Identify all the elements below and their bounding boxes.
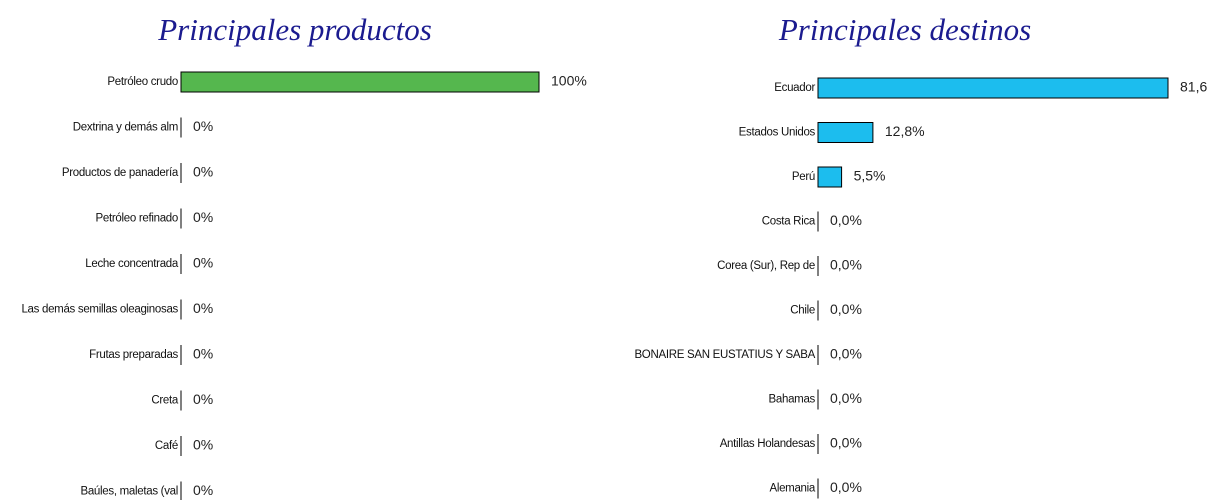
- value-label: 0%: [193, 209, 213, 225]
- category-label: Ecuador: [774, 82, 815, 94]
- category-label: Petróleo crudo: [107, 76, 178, 88]
- category-label: Leche concentrada: [85, 258, 179, 270]
- value-label: 0,0%: [830, 301, 862, 317]
- category-label: Perú: [792, 171, 815, 183]
- value-label: 5,5%: [854, 168, 886, 184]
- value-label: 0,0%: [830, 346, 862, 362]
- value-label: 0%: [193, 437, 213, 453]
- category-label: Corea (Sur), Rep de: [717, 260, 815, 272]
- category-label: Antillas Holandesas: [720, 438, 816, 450]
- category-label: Bahamas: [769, 394, 816, 406]
- value-label: 0,0%: [830, 390, 862, 406]
- category-label: Café: [155, 440, 178, 452]
- value-label: 0,0%: [830, 479, 862, 495]
- category-label: Las demás semillas oleaginosas: [21, 304, 178, 316]
- category-label: BONAIRE SAN EUSTATIUS Y SABA: [634, 349, 815, 361]
- value-label: 0,0%: [830, 212, 862, 228]
- chart-title: Principales productos: [157, 12, 432, 47]
- category-label: Chile: [790, 305, 815, 317]
- value-label: 0%: [193, 346, 213, 362]
- bar: [817, 166, 843, 188]
- category-label: Creta: [151, 395, 179, 407]
- category-label: Baúles, maletas (val: [80, 486, 178, 498]
- category-label: Dextrina y demás alm: [73, 122, 178, 134]
- value-label: 0%: [193, 300, 213, 316]
- bar: [180, 71, 540, 93]
- value-label: 12,8%: [885, 123, 925, 139]
- category-label: Alemania: [769, 483, 815, 495]
- category-label: Productos de panadería: [62, 167, 179, 179]
- value-label: 0%: [193, 118, 213, 134]
- category-label: Costa Rica: [762, 216, 816, 228]
- value-label: 0%: [193, 391, 213, 407]
- value-label: 100%: [551, 73, 587, 89]
- chart-title: Principales destinos: [778, 12, 1031, 47]
- value-label: 0,0%: [830, 257, 862, 273]
- category-label: Estados Unidos: [739, 127, 816, 139]
- value-label: 0%: [193, 255, 213, 271]
- value-label: 0,0%: [830, 435, 862, 451]
- bar: [817, 77, 1169, 99]
- value-label: 81,6: [1180, 79, 1207, 95]
- category-label: Frutas preparadas: [89, 349, 178, 361]
- value-label: 0%: [193, 482, 213, 498]
- value-label: 0%: [193, 164, 213, 180]
- bar: [817, 122, 874, 143]
- category-label: Petróleo refinado: [96, 213, 179, 225]
